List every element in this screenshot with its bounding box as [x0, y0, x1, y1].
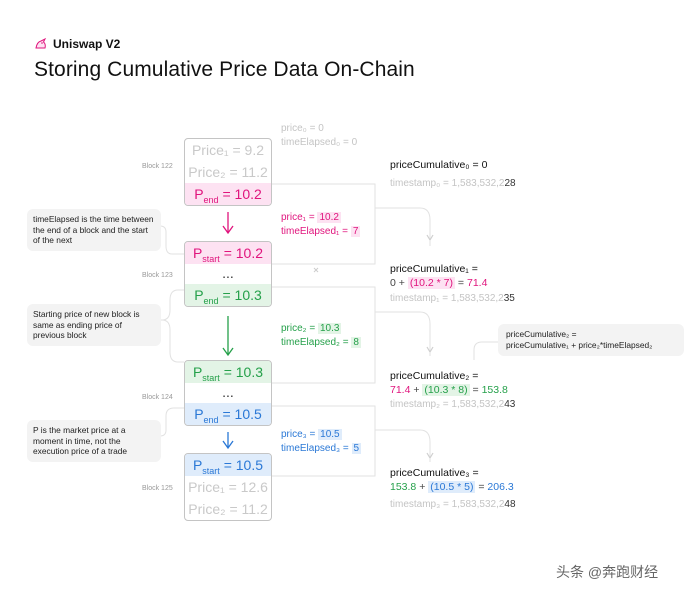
price0-text: price₀ = 0 — [281, 123, 324, 134]
block-125-price1: Price₁ = 12.6 — [188, 479, 268, 495]
timestamp-1: timestamp₁ = 1,583,532,235 — [390, 293, 515, 304]
elapsed0-text: timeElapsed₀ = 0 — [281, 137, 358, 148]
block-125-pstart: Pstart = 10.5 — [185, 454, 271, 476]
block-label-122: Block 122 — [142, 163, 173, 170]
page-title: Storing Cumulative Price Data On-Chain — [34, 58, 415, 81]
unicorn-icon — [35, 38, 47, 49]
note-market-price: P is the market price at a moment in tim… — [27, 420, 161, 462]
elapsed3-text: timeElapsed₃ = 5 — [281, 443, 362, 454]
formula-note-line1: priceCumulative₂ = — [506, 329, 577, 339]
block-124-pstart: Pstart = 10.3 — [185, 361, 271, 383]
price-cumulative-3: priceCumulative₃ = — [390, 467, 479, 479]
watermark: 头条 @奔跑财经 — [556, 564, 659, 580]
block-label-124: Block 124 — [142, 394, 173, 401]
block-123-pstart: Pstart = 10.2 — [185, 242, 271, 264]
brand: Uniswap V2 — [34, 37, 120, 51]
brand-name: Uniswap V2 — [53, 37, 121, 51]
price1-text: price₁ = 10.2 — [281, 212, 341, 223]
block-123: Pstart = 10.2 ... Pend = 10.3 — [184, 241, 272, 307]
equation-2: 71.4 + (10.3 * 8) = 153.8 — [390, 384, 508, 396]
block-123-pend: Pend = 10.3 — [185, 284, 271, 306]
price3-text: price₃ = 10.5 — [281, 429, 342, 440]
block-124-pend: Pend = 10.5 — [185, 403, 271, 425]
block-122-price1: Price₁ = 9.2 — [191, 142, 265, 158]
block-122: Price₁ = 9.2 Price₂ = 11.2 Pend = 10.2 — [184, 138, 272, 206]
block-label-123: Block 123 — [142, 272, 173, 279]
elapsed1-text: timeElapsed₁ = 7 — [281, 226, 361, 237]
block-124: Pstart = 10.3 ... Pend = 10.5 — [184, 360, 272, 426]
block-label-125: Block 125 — [142, 485, 173, 492]
timestamp-0: timestamp₀ = 1,583,532,228 — [390, 178, 516, 189]
formula-note-line2: priceCumulative₁ + price₂*timeElapsed₂ — [506, 339, 653, 350]
block-124-dots: ... — [222, 384, 234, 400]
price2-text: price₂ = 10.3 — [281, 323, 342, 334]
timestamp-3: timestamp₃ = 1,583,532,248 — [390, 499, 516, 510]
note-time-elapsed: timeElapsed is the time between the end … — [27, 209, 161, 251]
block-125: Pstart = 10.5 Price₁ = 12.6 Price₂ = 11.… — [184, 453, 272, 521]
block-125-price2: Price₂ = 11.2 — [188, 501, 268, 517]
formula-note: priceCumulative₂ = priceCumulative₁ + pr… — [498, 324, 684, 356]
price-cumulative-1: priceCumulative₁ = — [390, 263, 478, 275]
price-cumulative-0: priceCumulative₀ = 0 — [390, 159, 488, 171]
note-starting-price: Starting price of new block is same as e… — [27, 304, 161, 346]
timestamp-2: timestamp₂ = 1,583,532,243 — [390, 399, 516, 410]
block-123-dots: ... — [222, 265, 234, 281]
block-122-pend: Pend = 10.2 — [185, 183, 271, 205]
elapsed2-text: timeElapsed₂ = 8 — [281, 337, 361, 348]
block-122-price2: Price₂ = 11.2 — [188, 164, 268, 180]
equation-1: 0 + (10.2 * 7) = 71.4 — [390, 277, 488, 289]
equation-3: 153.8 + (10.5 * 5) = 206.3 — [390, 481, 514, 493]
price-cumulative-2: priceCumulative₂ = — [390, 370, 479, 382]
